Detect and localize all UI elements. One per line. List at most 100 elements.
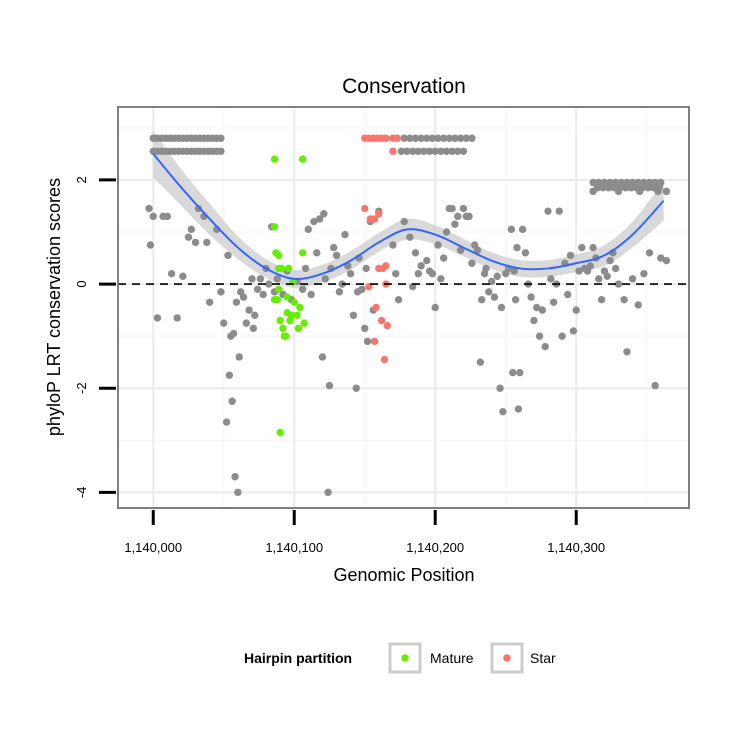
data-point-other	[423, 134, 431, 142]
data-point-other	[220, 319, 228, 327]
data-point-mature	[282, 332, 290, 340]
data-point-other	[431, 147, 439, 155]
x-tick-label: 1,140,300	[547, 540, 605, 555]
data-point-mature	[275, 251, 283, 260]
data-point-mature	[275, 264, 283, 273]
data-point-other	[445, 134, 454, 142]
data-point-other	[315, 215, 324, 223]
data-point-other	[194, 204, 203, 213]
data-point-other	[490, 293, 499, 301]
data-point-other	[518, 225, 527, 234]
data-point-other	[235, 353, 243, 361]
data-point-other	[634, 301, 642, 309]
data-point-other	[273, 275, 282, 283]
data-point-other	[509, 368, 517, 377]
data-point-other	[251, 311, 259, 320]
data-point-star	[375, 264, 383, 273]
data-point-other	[324, 488, 332, 497]
data-point-other	[604, 184, 613, 192]
legend-mature-swatch	[401, 654, 409, 662]
smooth-trend-line	[152, 153, 665, 281]
data-point-other	[644, 184, 652, 192]
data-point-other	[417, 134, 425, 142]
x-tick-label: 1,140,000	[124, 540, 182, 555]
data-point-other	[614, 187, 623, 196]
data-point-other	[614, 280, 623, 288]
smooth-line-layer	[152, 153, 665, 281]
data-point-other	[145, 204, 153, 213]
data-point-other	[569, 327, 578, 335]
data-point-other	[320, 210, 328, 218]
data-point-other	[335, 288, 344, 296]
legend-label-mature: Mature	[430, 650, 474, 666]
data-point-other	[516, 368, 524, 377]
data-point-other	[256, 275, 265, 283]
data-point-other	[225, 371, 234, 379]
data-point-other	[589, 178, 597, 187]
data-point-other	[203, 238, 211, 247]
data-point-other	[411, 249, 420, 257]
data-point-other	[408, 147, 417, 155]
data-point-other	[313, 249, 321, 257]
data-point-other	[482, 264, 490, 273]
data-point-other	[330, 243, 338, 252]
data-point-other	[205, 298, 214, 306]
data-point-other	[217, 147, 225, 155]
data-point-other	[301, 264, 310, 273]
data-point-other	[511, 295, 520, 304]
y-axis-title: phyloP LRT conservation scores	[44, 178, 64, 436]
data-point-other	[555, 207, 563, 215]
data-point-other	[310, 217, 318, 226]
data-point-star	[383, 322, 391, 330]
data-point-other	[544, 207, 552, 215]
data-point-other	[468, 134, 476, 142]
data-point-other	[400, 217, 408, 226]
data-point-other	[572, 306, 580, 314]
data-point-other	[428, 134, 437, 142]
data-point-other	[603, 272, 611, 280]
x-axis-title: Genomic Position	[333, 565, 474, 585]
data-point-other	[442, 147, 451, 155]
data-point-other	[541, 342, 549, 351]
data-point-other	[298, 285, 307, 293]
data-point-other	[431, 303, 439, 312]
data-point-other	[513, 243, 521, 252]
data-point-other	[628, 275, 637, 283]
data-point-other	[224, 251, 232, 260]
data-point-other	[179, 272, 187, 280]
data-point-other	[403, 147, 411, 155]
data-point-other	[599, 184, 607, 192]
data-point-star	[361, 204, 369, 213]
data-point-other	[362, 264, 370, 273]
data-point-other	[527, 293, 535, 301]
data-point-other	[451, 134, 459, 142]
data-point-other	[265, 280, 273, 288]
data-point-other	[304, 225, 313, 234]
data-point-other	[640, 269, 648, 278]
data-point-other	[473, 246, 482, 254]
data-point-other	[346, 269, 355, 278]
data-point-other	[549, 298, 558, 306]
plot-panel	[118, 107, 689, 508]
data-point-other	[332, 251, 341, 260]
data-point-other	[662, 256, 671, 265]
data-point-other	[654, 187, 662, 196]
data-point-other	[459, 147, 468, 155]
data-point-other	[611, 264, 620, 273]
data-point-other	[465, 212, 473, 221]
data-point-other	[586, 262, 595, 270]
data-point-other	[352, 384, 360, 392]
data-point-other	[232, 298, 241, 306]
data-point-other	[497, 303, 506, 312]
data-point-other	[428, 269, 437, 278]
data-point-other	[651, 381, 659, 390]
data-point-mature	[294, 324, 303, 333]
data-point-other	[621, 184, 630, 192]
data-point-mature	[298, 249, 307, 257]
data-point-other	[635, 187, 644, 196]
data-point-other	[231, 473, 239, 481]
data-point-other	[397, 147, 406, 155]
data-point-other	[358, 285, 366, 293]
data-point-mature	[284, 264, 293, 273]
data-point-other	[222, 418, 231, 426]
